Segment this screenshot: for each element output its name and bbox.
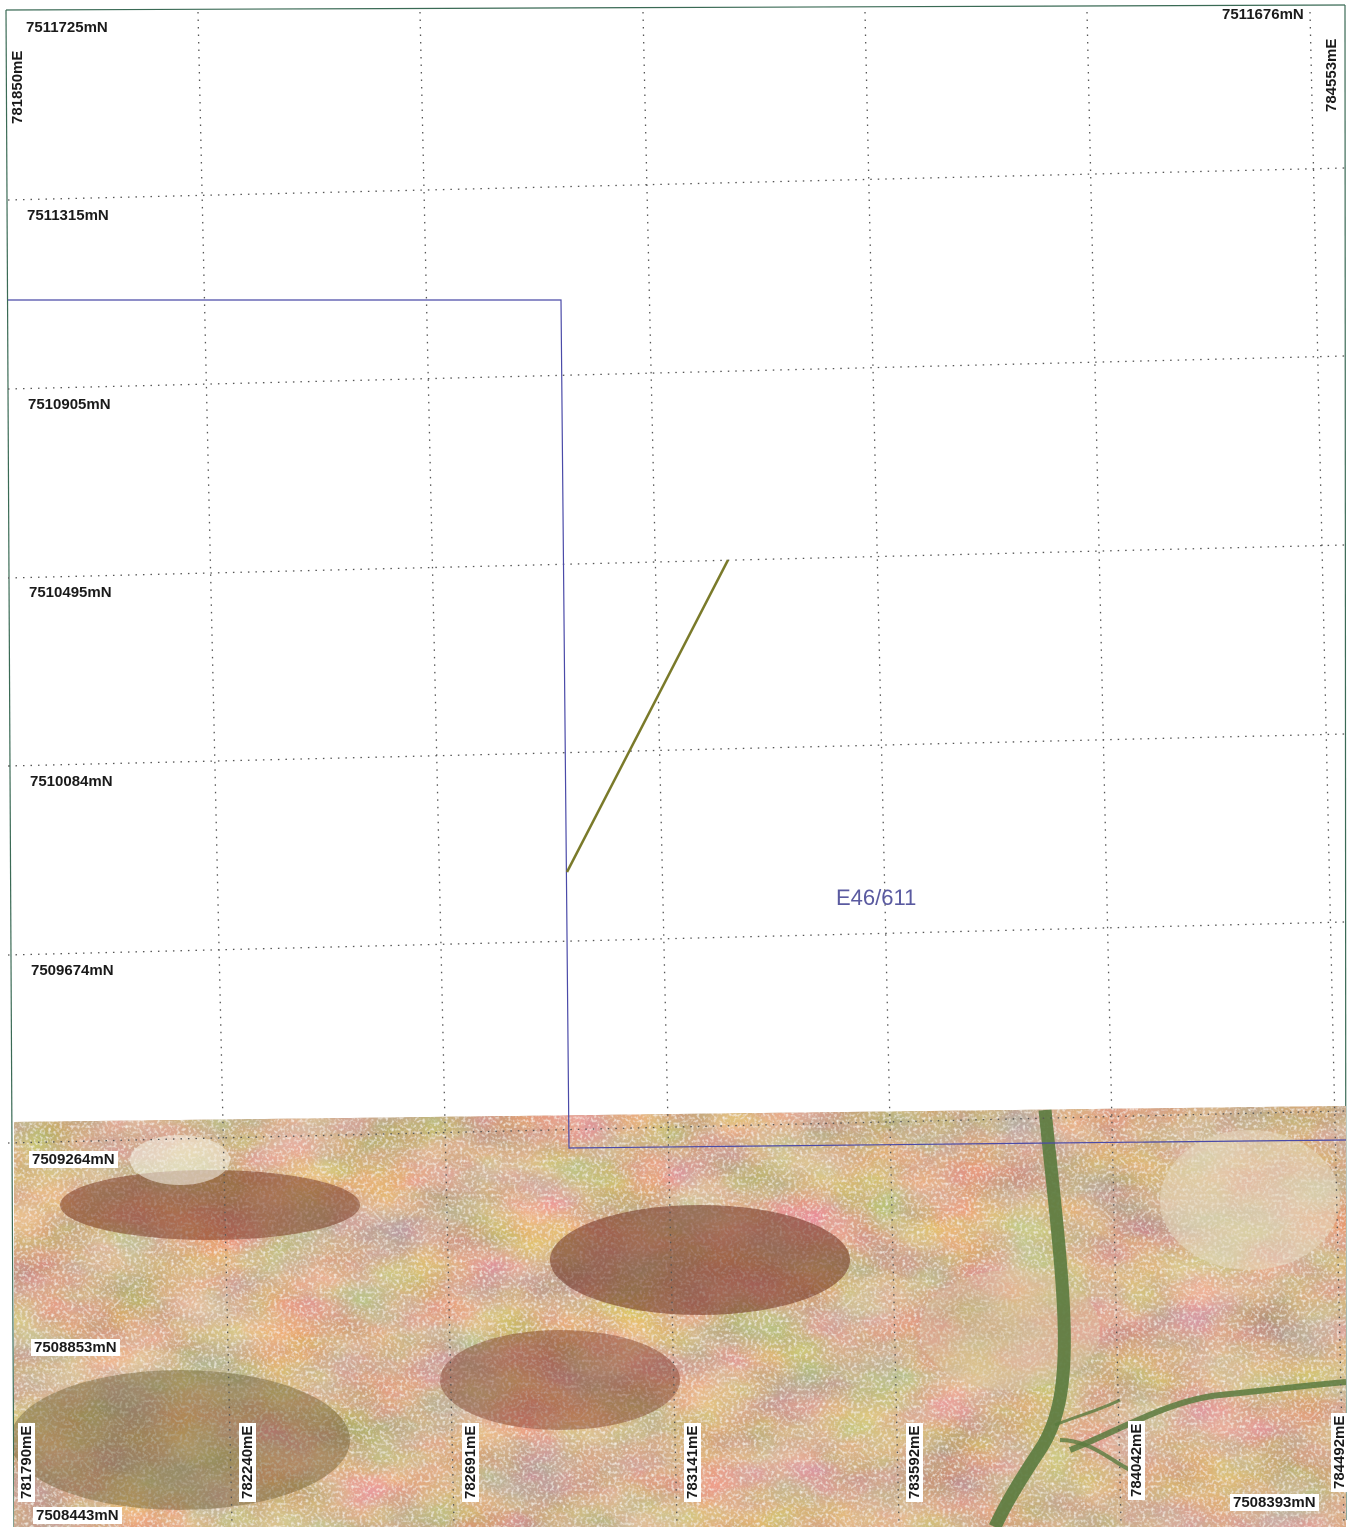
easting-label-2: 782691mE — [462, 1422, 479, 1502]
northing-bottom-right-label: 7508393mN — [1230, 1494, 1319, 1511]
easting-top-right-label: 784553mE — [1323, 38, 1340, 112]
grid-easting-line — [419, 11, 455, 1526]
northing-label-8: 7508443mN — [33, 1507, 122, 1524]
northing-label-4: 7510084mN — [30, 773, 113, 790]
tenement-label[interactable]: E46/611 — [836, 885, 917, 910]
northing-top-right-label: 7511676mN — [1222, 6, 1304, 23]
northing-label-7: 7508853mN — [31, 1339, 120, 1356]
grid-northing-line — [7, 1110, 1346, 1144]
easting-label-1: 782240mE — [239, 1422, 256, 1502]
grid-northing-line — [7, 167, 1346, 201]
easting-top-left-label: 781850mE — [9, 50, 26, 124]
easting-label-5: 784042mE — [1128, 1420, 1145, 1500]
traverse-line[interactable] — [565, 559, 730, 873]
northing-label-1: 7511315mN — [27, 207, 109, 224]
grid-easting-line — [864, 11, 900, 1526]
easting-label-6: 784492mE — [1331, 1412, 1348, 1492]
grid-northing-line — [7, 355, 1346, 390]
grid-northing-line — [7, 733, 1346, 767]
easting-label-4: 783592mE — [906, 1422, 923, 1502]
tenement-boundary[interactable] — [8, 299, 1347, 1149]
northing-label-5: 7509674mN — [31, 962, 114, 979]
grid-easting-line — [642, 11, 678, 1526]
northing-label-3: 7510495mN — [29, 584, 112, 601]
easting-label-3: 783141mE — [684, 1422, 701, 1502]
grid-northing-line — [7, 921, 1346, 956]
aerial-imagery — [14, 1106, 1346, 1527]
coordinate-grid — [7, 11, 1346, 1526]
northing-label-6: 7509264mN — [29, 1151, 118, 1168]
grid-northing-line — [7, 544, 1346, 579]
grid-easting-line — [1309, 11, 1345, 1526]
northing-label-2: 7510905mN — [28, 396, 111, 413]
grid-easting-line — [197, 11, 233, 1526]
grid-easting-line — [1086, 11, 1122, 1526]
easting-label-0: 781790mE — [18, 1422, 35, 1502]
northing-label-0: 7511725mN — [26, 19, 108, 36]
